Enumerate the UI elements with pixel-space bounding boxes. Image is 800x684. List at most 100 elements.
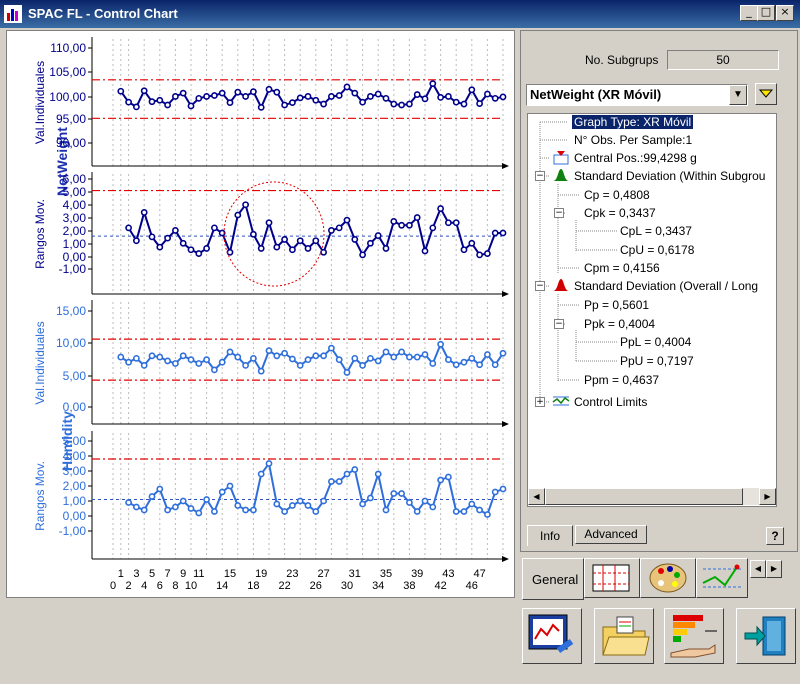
data-point bbox=[218, 89, 226, 97]
tree-control-limits[interactable]: Control Limits bbox=[574, 395, 648, 409]
tree-ppm[interactable]: Ppm = 0,4637 bbox=[584, 373, 660, 387]
data-point bbox=[226, 248, 234, 256]
tab-info[interactable]: Info bbox=[527, 525, 573, 546]
tabs-scroll-left-icon[interactable]: ◀ bbox=[750, 560, 766, 578]
data-point bbox=[195, 509, 203, 517]
data-point bbox=[320, 497, 327, 505]
x-tick-label: 22 bbox=[278, 580, 290, 592]
help-button[interactable]: ? bbox=[766, 527, 784, 545]
tabs-scroll-right-icon[interactable]: ▶ bbox=[766, 560, 782, 578]
variable-menu-button[interactable] bbox=[755, 83, 777, 105]
tree-horizontal-scrollbar[interactable]: ◀ ▶ bbox=[528, 488, 776, 505]
data-point bbox=[491, 229, 499, 237]
tab-chart-settings[interactable] bbox=[584, 558, 640, 598]
tree-std-overall[interactable]: Standard Deviation (Overall / Long bbox=[574, 279, 759, 293]
x-axis-arrow-0 bbox=[502, 163, 509, 169]
collapse-within-icon[interactable]: − bbox=[535, 171, 545, 181]
scroll-right-icon[interactable]: ▶ bbox=[759, 488, 776, 505]
tree-obs-per-sample[interactable]: N° Obs. Per Sample:1 bbox=[574, 133, 693, 147]
minimize-button[interactable]: _ bbox=[740, 5, 758, 21]
tree-ppk[interactable]: Ppk = 0,4004 bbox=[584, 317, 656, 331]
tree-cp[interactable]: Cp = 0,4808 bbox=[584, 188, 650, 202]
data-point bbox=[187, 505, 195, 512]
data-point bbox=[460, 358, 468, 366]
tree-central-position[interactable]: Central Pos.:99,4298 g bbox=[574, 151, 697, 165]
data-point bbox=[257, 245, 265, 252]
tree-cpu[interactable]: CpU = 0,6178 bbox=[620, 243, 695, 257]
maximize-button[interactable]: □ bbox=[757, 5, 775, 21]
x-axis-arrow-3 bbox=[502, 556, 509, 562]
data-point bbox=[187, 246, 195, 254]
chevron-down-icon[interactable]: ▼ bbox=[729, 85, 747, 105]
expand-control-limits-icon[interactable]: + bbox=[535, 397, 545, 407]
data-point bbox=[296, 94, 304, 102]
data-point bbox=[125, 98, 132, 106]
report-button[interactable] bbox=[664, 608, 724, 664]
data-point bbox=[437, 476, 444, 484]
tree-cpk[interactable]: Cpk = 0,3437 bbox=[584, 206, 656, 220]
tree-graph-type[interactable]: Graph Type: XR Móvil bbox=[572, 115, 694, 129]
data-point bbox=[140, 87, 148, 95]
data-point bbox=[499, 485, 507, 493]
data-point bbox=[156, 96, 164, 104]
data-point bbox=[203, 356, 210, 364]
data-point bbox=[483, 351, 491, 358]
data-point bbox=[499, 349, 507, 357]
data-point bbox=[327, 227, 335, 234]
data-point bbox=[460, 246, 468, 254]
x-tick-label: 26 bbox=[310, 580, 322, 592]
close-button[interactable]: × bbox=[776, 5, 794, 21]
open-file-button[interactable] bbox=[594, 608, 654, 664]
y-tick-label: -1,00 bbox=[59, 262, 87, 276]
tree-pp[interactable]: Pp = 0,5601 bbox=[584, 298, 650, 312]
data-point bbox=[444, 473, 452, 481]
data-point bbox=[359, 98, 366, 106]
scroll-left-icon[interactable]: ◀ bbox=[528, 488, 545, 505]
tab-colors[interactable] bbox=[640, 558, 696, 598]
exit-button[interactable] bbox=[736, 608, 796, 664]
tree-ppu[interactable]: PpU = 0,7197 bbox=[620, 354, 694, 368]
collapse-cpk-icon[interactable]: − bbox=[554, 208, 564, 218]
tree-cpl[interactable]: CpL = 0,3437 bbox=[620, 224, 692, 238]
scroll-thumb[interactable] bbox=[545, 488, 743, 505]
data-point bbox=[382, 245, 390, 252]
tree-std-within[interactable]: Standard Deviation (Within Subgrou bbox=[574, 169, 766, 183]
x-tick-label: 0 bbox=[110, 580, 116, 592]
x-tick-label: 8 bbox=[172, 580, 178, 592]
tree-ppl[interactable]: PpL = 0,4004 bbox=[620, 335, 692, 349]
data-point bbox=[304, 502, 312, 509]
tree-cpm[interactable]: Cpm = 0,4156 bbox=[584, 261, 660, 275]
data-point bbox=[390, 353, 398, 361]
x-tick-label: 2 bbox=[126, 580, 132, 592]
data-point bbox=[304, 356, 312, 364]
data-point bbox=[359, 500, 366, 508]
statistics-tree: Graph Type: XR Móvil N° Obs. Per Sample:… bbox=[527, 113, 777, 507]
data-point bbox=[343, 369, 351, 376]
data-point bbox=[351, 466, 359, 473]
subgroups-value: 50 bbox=[667, 50, 779, 70]
tab-general[interactable]: General bbox=[522, 558, 584, 600]
y-axis-label: Rangos Mov. bbox=[33, 461, 47, 531]
data-point bbox=[429, 503, 437, 511]
data-point bbox=[148, 493, 156, 500]
edit-chart-button[interactable] bbox=[522, 608, 582, 664]
x-tick-label: 10 bbox=[185, 580, 197, 592]
data-point bbox=[437, 340, 444, 348]
tab-advanced[interactable]: Advanced bbox=[575, 525, 647, 544]
data-point bbox=[171, 503, 179, 511]
collapse-overall-icon[interactable]: − bbox=[535, 281, 545, 291]
data-point bbox=[257, 367, 265, 375]
data-point bbox=[210, 92, 218, 99]
y-tick-label: 0,00 bbox=[63, 250, 87, 264]
tab-limits[interactable] bbox=[696, 558, 748, 598]
data-point bbox=[265, 347, 273, 355]
collapse-ppk-icon[interactable]: − bbox=[554, 319, 564, 329]
y-tick-label: 4,00 bbox=[63, 198, 87, 212]
data-point bbox=[179, 89, 187, 97]
data-point bbox=[265, 460, 273, 467]
data-point bbox=[421, 95, 429, 103]
data-point bbox=[117, 353, 125, 361]
data-point bbox=[312, 352, 320, 360]
data-point bbox=[156, 243, 164, 251]
variable-select[interactable]: NetWeight (XR Móvil) ▼ bbox=[526, 84, 748, 106]
